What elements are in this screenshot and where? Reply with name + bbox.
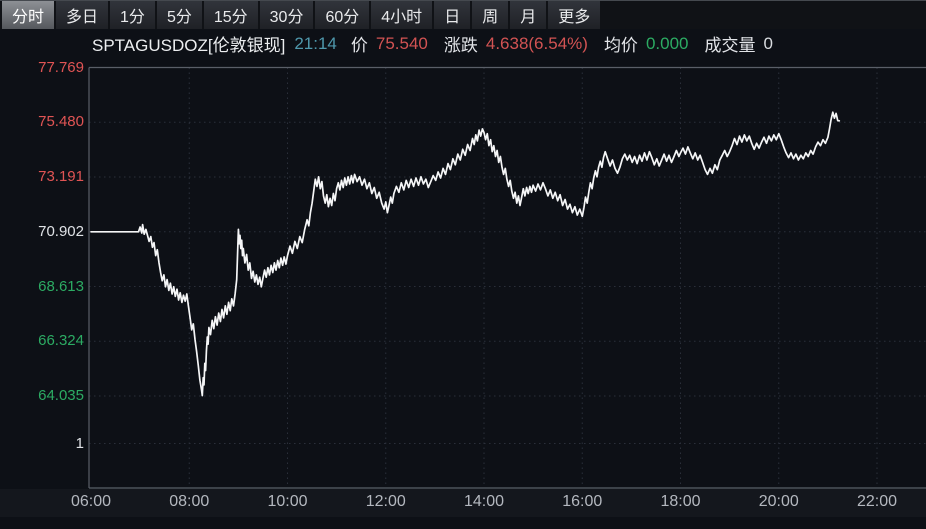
x-axis-label: 08:00 — [169, 493, 210, 510]
quote-bar: SPTAGUSDOZ[伦敦银现] 21:14 价 75.540 涨跌 4.638… — [0, 29, 926, 58]
timeframe-tab-5[interactable]: 15分 — [203, 1, 258, 29]
timeframe-tab-4[interactable]: 5分 — [156, 1, 202, 29]
y-axis-label: 73.191 — [38, 168, 84, 185]
x-axis-label: 20:00 — [758, 493, 799, 510]
y-axis-label: 75.480 — [38, 113, 84, 131]
timeframe-tab-11[interactable]: 月 — [510, 1, 547, 29]
y-axis-label: 68.613 — [38, 277, 84, 295]
price-line — [90, 111, 841, 397]
avg-price-label: 均价 — [603, 36, 638, 55]
timeframe-tab-8[interactable]: 4小时 — [371, 1, 433, 29]
y-axis-label: 64.035 — [38, 387, 84, 404]
volume-axis-label: 1 — [75, 434, 84, 452]
x-axis-label: 16:00 — [562, 493, 603, 510]
symbol-name: SPTAGUSDOZ[伦敦银现] — [92, 36, 286, 55]
timeframe-toolbar: 分时 多日 1分 5分 15分 30分 60分 4小时日周月更多 — [0, 0, 926, 29]
y-axis-label: 77.769 — [38, 58, 84, 76]
y-axis-label: 66.324 — [38, 332, 84, 350]
last-price: 75.540 — [375, 33, 428, 53]
x-axis-label: 12:00 — [365, 493, 406, 510]
timeframe-tab-10[interactable]: 周 — [472, 1, 509, 29]
timeframe-tab-12[interactable]: 更多 — [548, 1, 601, 29]
volume-label: 成交量 — [704, 36, 756, 55]
x-axis-label: 14:00 — [463, 493, 505, 510]
x-axis-label: 06:00 — [70, 493, 112, 510]
timeframe-tab-3[interactable]: 1分 — [110, 1, 155, 29]
price-label: 价 — [350, 36, 368, 55]
time-axis-strip — [0, 489, 926, 517]
timeframe-tab-2[interactable]: 多日 — [56, 1, 109, 29]
quote-time: 21:14 — [294, 33, 337, 53]
x-axis-label: 18:00 — [660, 493, 701, 510]
volume-value: 0 — [763, 33, 773, 53]
timeframe-tab-9[interactable]: 日 — [434, 1, 471, 29]
change-label: 涨跌 — [443, 36, 478, 55]
x-axis-label: 10:00 — [267, 493, 308, 510]
timeframe-tab-1[interactable]: 分时 — [2, 1, 55, 29]
y-axis-label: 70.902 — [38, 222, 84, 240]
timeframe-tab-7[interactable]: 60分 — [315, 1, 370, 29]
timeframe-tab-6[interactable]: 30分 — [259, 1, 314, 29]
avg-price-value: 0.000 — [645, 33, 689, 53]
change-value: 4.638(6.54%) — [485, 33, 588, 53]
x-axis-label: 22:00 — [856, 493, 898, 510]
